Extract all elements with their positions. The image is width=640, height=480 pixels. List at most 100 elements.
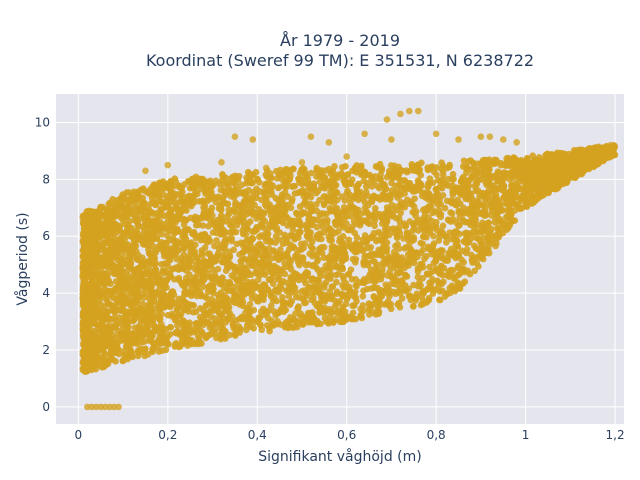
data-point	[355, 180, 363, 188]
data-point	[287, 257, 295, 265]
data-point	[372, 204, 379, 212]
data-point	[328, 237, 336, 244]
data-point	[297, 313, 305, 321]
data-point	[155, 348, 163, 355]
data-point	[389, 213, 396, 220]
data-point	[90, 319, 98, 327]
data-point	[339, 303, 347, 311]
data-point	[342, 316, 350, 323]
data-point	[88, 207, 95, 215]
data-point	[92, 303, 99, 311]
data-point	[367, 243, 375, 251]
data-point	[233, 221, 241, 229]
data-point	[475, 263, 482, 270]
data-point	[367, 198, 375, 205]
data-point	[222, 236, 229, 243]
data-point	[277, 246, 284, 253]
data-point	[97, 213, 105, 221]
data-point	[385, 289, 393, 297]
data-point	[81, 219, 88, 227]
data-point	[414, 161, 422, 169]
data-point	[462, 249, 470, 257]
data-point	[397, 278, 405, 285]
data-point	[424, 271, 431, 278]
data-point	[338, 221, 346, 229]
data-point	[450, 175, 457, 183]
data-point	[281, 202, 289, 209]
data-point	[338, 193, 346, 201]
data-point	[409, 188, 417, 195]
data-point	[156, 218, 164, 226]
data-point	[197, 327, 204, 334]
data-point	[102, 252, 110, 260]
data-point	[241, 188, 248, 196]
data-point	[438, 227, 445, 235]
data-point	[344, 171, 352, 178]
data-point	[247, 242, 255, 249]
data-point	[492, 235, 500, 243]
data-point	[144, 350, 152, 358]
data-point	[241, 281, 249, 289]
data-point	[81, 299, 89, 306]
data-point	[478, 210, 485, 217]
data-point	[383, 244, 391, 252]
data-point	[506, 206, 513, 214]
data-point	[92, 247, 99, 255]
data-point	[419, 240, 426, 248]
data-point	[123, 267, 131, 275]
data-point	[281, 189, 289, 196]
data-point	[175, 265, 183, 273]
data-point	[381, 301, 389, 308]
data-point	[375, 246, 382, 254]
data-point	[157, 180, 164, 187]
data-point	[158, 198, 165, 206]
data-point	[107, 349, 115, 356]
data-point	[132, 235, 140, 243]
data-point	[395, 299, 403, 307]
data-point	[79, 264, 87, 272]
data-point	[245, 236, 253, 244]
data-point	[167, 178, 175, 186]
data-point	[426, 227, 434, 234]
data-point	[104, 325, 112, 333]
data-point	[285, 284, 293, 291]
data-point	[199, 275, 207, 282]
data-point	[256, 293, 264, 301]
data-point	[290, 165, 297, 173]
data-point	[368, 250, 375, 257]
data-point	[260, 290, 268, 297]
data-point	[238, 212, 246, 220]
data-point	[500, 170, 508, 178]
data-point	[302, 289, 309, 297]
data-point	[99, 223, 107, 230]
data-point	[421, 228, 428, 235]
data-point	[459, 267, 467, 275]
data-point	[448, 197, 455, 204]
data-point	[439, 222, 447, 230]
data-point	[292, 317, 300, 325]
data-point	[194, 266, 202, 274]
data-point	[213, 237, 220, 244]
data-point	[480, 190, 488, 197]
data-point	[408, 201, 416, 208]
data-point	[128, 349, 136, 356]
data-point	[445, 268, 452, 275]
data-point	[261, 201, 269, 208]
data-point	[149, 260, 157, 268]
data-point	[449, 170, 457, 178]
data-point	[523, 177, 530, 185]
data-point	[468, 201, 476, 208]
data-point	[348, 223, 356, 231]
data-point	[235, 172, 243, 180]
data-point	[267, 207, 274, 215]
data-point	[296, 179, 303, 186]
data-point	[181, 204, 188, 212]
data-point	[500, 181, 507, 189]
data-point	[135, 277, 143, 284]
data-point	[171, 343, 179, 350]
data-point	[421, 217, 429, 225]
data-point	[447, 209, 454, 216]
data-point	[462, 229, 470, 237]
data-point	[134, 188, 142, 195]
data-point	[269, 297, 277, 304]
